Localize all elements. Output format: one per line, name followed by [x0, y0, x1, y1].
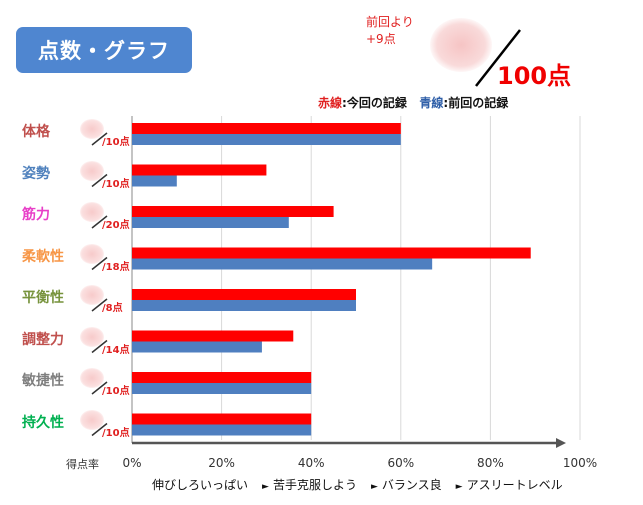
redacted-score-mark [80, 285, 104, 305]
level-arrow-icon: ► [262, 482, 269, 492]
category-label: 姿勢 [22, 165, 50, 182]
category-max-score: /8点 [102, 303, 123, 314]
legend-previous-desc: :前回の記録 [443, 96, 509, 110]
category-max-score: /10点 [102, 178, 130, 190]
level-scale: 伸びしろいっぱい ► 苦手克服しよう ► バランス良 ► アスリートレベル [152, 476, 567, 493]
category-label: 筋力 [22, 207, 50, 223]
category-max-score: /20点 [102, 220, 130, 231]
redacted-score-mark [80, 326, 104, 347]
bar-previous [132, 134, 401, 145]
page-title: 点数・グラフ [16, 27, 192, 73]
x-tick-label: 80% [477, 456, 504, 470]
bar-previous [132, 341, 262, 353]
category-max-score: /10点 [102, 137, 130, 148]
level-label: バランス良 [381, 478, 442, 492]
x-axis-arrow-head [556, 438, 566, 448]
total-score: 100点 [497, 62, 572, 90]
redacted-score-mark [80, 243, 104, 264]
score-slash [91, 215, 108, 229]
category-max-score: /10点 [102, 427, 130, 439]
bar-current [132, 247, 531, 259]
x-tick-label: 60% [387, 456, 415, 470]
score-slash [91, 381, 108, 395]
bar-current [132, 206, 334, 217]
category-max-score: /14点 [102, 344, 130, 356]
bar-previous [132, 424, 312, 436]
bar-current [132, 289, 356, 300]
x-tick-label: 20% [208, 456, 235, 470]
score-slash [91, 173, 108, 188]
category-label: 持久性 [22, 414, 64, 431]
x-tick-label: 0% [122, 456, 142, 470]
score-slash [91, 298, 108, 312]
bar-current [132, 413, 312, 425]
bar-previous [132, 300, 356, 311]
category-label: 調整力 [22, 331, 64, 348]
bar-previous [132, 383, 312, 394]
category-label: 柔軟性 [22, 248, 64, 265]
redacted-score-mark [430, 18, 492, 72]
bar-current [132, 164, 267, 176]
category-label: 体格 [22, 124, 50, 140]
level-label: 伸びしろいっぱい [152, 478, 249, 492]
redacted-score-mark [80, 202, 104, 222]
category-max-score: /18点 [102, 261, 130, 273]
previous-note-line2: +9点 [366, 32, 396, 46]
score-slash [91, 256, 108, 271]
level-label: アスリートレベル [466, 478, 563, 492]
redacted-score-mark [80, 160, 104, 181]
bar-current [132, 372, 312, 383]
category-max-score: /10点 [102, 386, 130, 397]
category-label: 平衡性 [22, 290, 64, 306]
bar-previous [132, 175, 177, 187]
redacted-score-mark [80, 368, 104, 388]
bar-previous [132, 217, 289, 228]
x-axis-title: 得点率 [66, 458, 99, 471]
level-label: 苦手克服しよう [272, 478, 357, 492]
level-arrow-icon: ► [455, 482, 463, 492]
previous-comparison-note: 前回より +9点 [366, 14, 414, 48]
redacted-score-mark [80, 409, 104, 430]
redacted-score-mark [80, 119, 104, 139]
score-slash [91, 132, 108, 146]
bar-current [132, 123, 401, 134]
legend-previous-label: 青線 [419, 96, 444, 110]
score-slash [91, 339, 108, 354]
score-slash [91, 422, 108, 437]
bar-current [132, 330, 294, 342]
x-tick-label: 100% [562, 456, 598, 470]
bar-previous [132, 258, 433, 270]
legend-current-label: 赤線 [318, 96, 343, 110]
previous-note-line1: 前回より [366, 15, 414, 29]
x-tick-label: 40% [297, 456, 325, 470]
category-label: 敏捷性 [22, 373, 64, 389]
legend-current-desc: :今回の記録 [342, 96, 407, 110]
legend: 赤線:今回の記録 青線:前回の記録 [318, 94, 508, 111]
level-arrow-icon: ► [370, 482, 378, 492]
